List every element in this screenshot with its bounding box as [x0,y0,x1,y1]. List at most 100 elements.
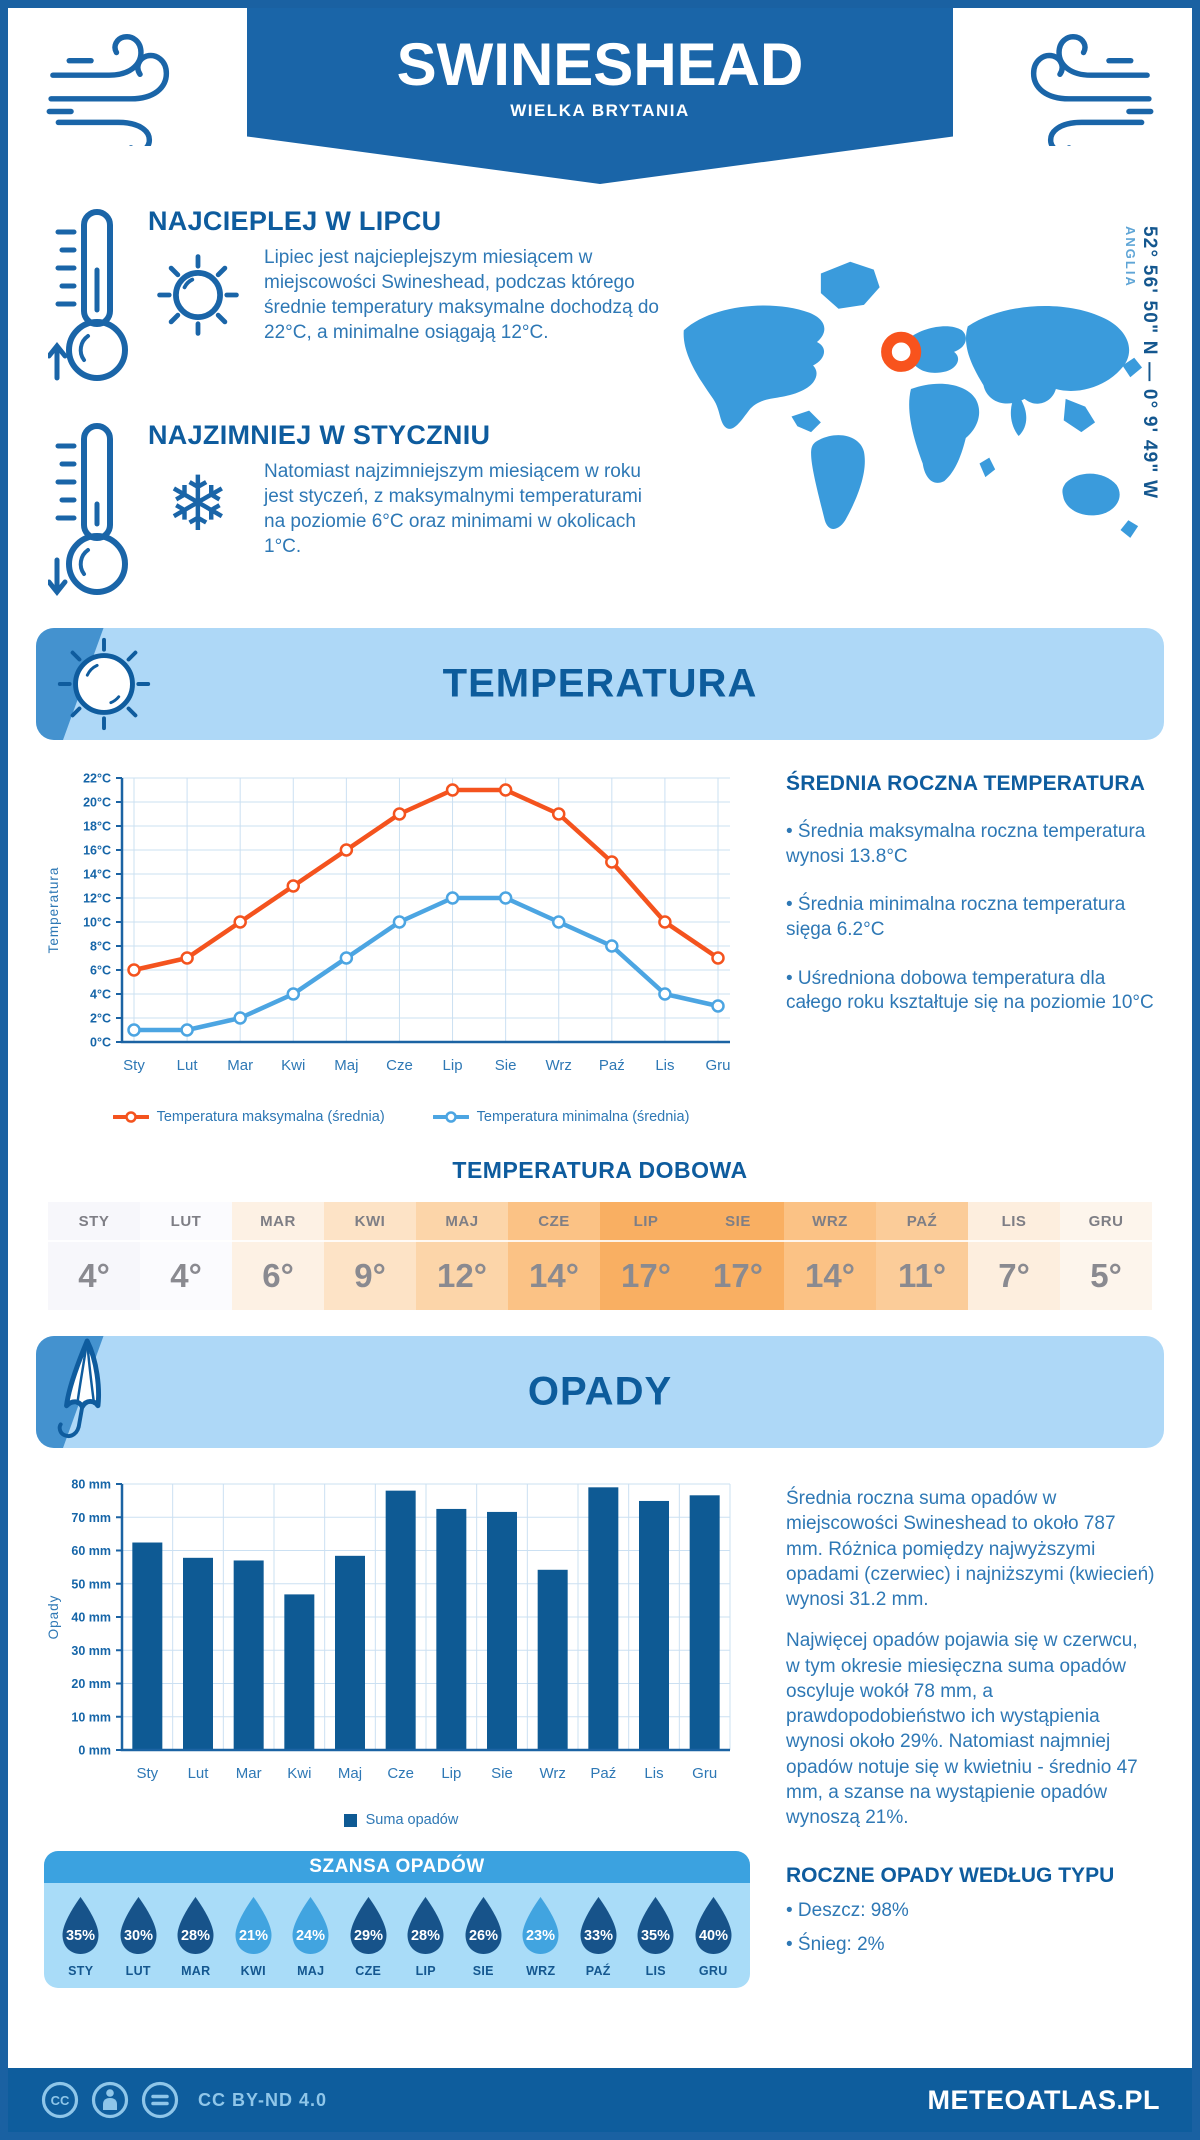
svg-text:20 mm: 20 mm [71,1677,111,1691]
daily-temperature-value: 14° [805,1257,855,1294]
svg-text:Cze: Cze [386,1057,413,1074]
daily-temperature-value: 11° [897,1257,947,1294]
coldest-month-block: NAJZIMNIEJ W STYCZNIU ❄ Natomiast najzim… [48,420,660,600]
daily-month-label: STY [48,1202,140,1242]
umbrella-section-icon [57,1338,101,1438]
wind-icon [1030,34,1154,146]
chance-month-label: CZE [355,1964,382,1978]
svg-text:33%: 33% [584,1928,613,1944]
chance-drop-column: 28% LIP [397,1895,455,1978]
svg-text:70 mm: 70 mm [71,1511,111,1525]
legend-label: Temperatura minimalna (średnia) [476,1109,690,1125]
raindrop-icon: 26% [465,1897,502,1954]
annual-temperature-heading: ŚREDNIA ROCZNA TEMPERATURA [786,772,1146,795]
daily-month-label: LUT [140,1202,232,1242]
svg-text:Lip: Lip [443,1057,463,1074]
warmest-text: Lipiec jest najcieplejszym miesiącem w m… [264,247,659,344]
daily-temperature-heading: TEMPERATURA DOBOWA [452,1157,748,1183]
daily-month-label: MAR [232,1202,324,1242]
chance-drop-column: 24% MAJ [282,1895,340,1978]
annual-bullet: • Uśredniona dobowa temperatura dla całe… [786,967,1154,1014]
license-label: CC BY-ND 4.0 [198,2089,328,2110]
chance-month-label: LIS [645,1964,666,1978]
temperature-section-header: TEMPERATURA [36,628,1164,740]
svg-text:24%: 24% [296,1928,325,1944]
raindrop-icon: 28% [177,1897,214,1954]
precipitation-bar [183,1557,213,1750]
chance-month-label: PAŹ [585,1964,611,1978]
svg-text:35%: 35% [641,1928,670,1944]
daily-month-label: GRU [1060,1202,1152,1242]
daily-temperature-value: 17° [713,1257,763,1294]
svg-text:Maj: Maj [338,1765,362,1782]
precipitation-bar [132,1542,163,1750]
svg-text:29%: 29% [354,1928,383,1944]
daily-temperature-value: 5° [1090,1257,1122,1294]
svg-text:60 mm: 60 mm [71,1544,111,1558]
svg-text:4°C: 4°C [90,988,111,1002]
svg-text:Wrz: Wrz [539,1765,565,1782]
precipitation-row: 0 mm 10 mm 20 mm 30 mm 40 mm 50 mm 60 mm 70 mm 8… [8,1448,1192,1988]
map-panel: 52° 56' 50" N — 0° 9' 49" W ANGLIA [660,192,1160,602]
svg-text:Sie: Sie [495,1057,517,1074]
svg-text:Cze: Cze [387,1765,414,1782]
precipitation-bar [588,1487,619,1750]
daily-column: STY 4° [48,1202,140,1310]
legend-marker [432,1111,469,1123]
svg-text:CC: CC [51,2093,70,2108]
daily-column: PAŹ 11° [876,1202,968,1310]
header: SWINESHEAD WIELKA BRYTANIA [8,8,1192,186]
chance-drop-column: 21% KWI [225,1895,283,1978]
thermometer-up-icon [48,209,128,381]
svg-text:30 mm: 30 mm [71,1644,111,1658]
no-derivatives-icon [141,2081,179,2119]
attribution-person-icon [91,2081,129,2119]
precipitation-section-header: OPADY [36,1336,1164,1448]
svg-text:Sie: Sie [491,1765,513,1782]
svg-text:Paź: Paź [599,1057,625,1074]
daily-month-label: MAJ [416,1202,508,1242]
raindrop-icon: 21% [235,1897,272,1954]
svg-text:2°C: 2°C [90,1012,111,1026]
raindrop-icon: 30% [120,1897,157,1954]
svg-text:Mar: Mar [227,1057,253,1074]
sun-section-icon [57,637,151,731]
svg-text:30%: 30% [124,1928,153,1944]
daily-column: LIP 17° [600,1202,692,1310]
svg-text:Sty: Sty [123,1057,145,1074]
annual-bullet: • Średnia maksymalna roczna temperatura … [786,821,1146,867]
intro-section: NAJCIEPLEJ W LIPCU Lipiec jest najcieple… [8,186,1192,602]
chance-drop-column: 23% WRZ [512,1895,570,1978]
daily-column: CZE 14° [508,1202,600,1310]
daily-temperature-value: 4° [170,1257,202,1294]
svg-text:50 mm: 50 mm [71,1577,111,1591]
page-title: SWINESHEAD [396,31,804,98]
daily-column: MAR 6° [232,1202,324,1310]
svg-text:Gru: Gru [692,1765,717,1782]
raindrop-icon: 24% [292,1897,329,1954]
license-group: CC CC BY-ND 4.0 [40,2080,327,2120]
chance-month-label: STY [68,1964,94,1978]
legend-swatch [343,1813,357,1827]
chance-month-label: SIE [472,1964,494,1978]
svg-text:0°C: 0°C [90,1036,111,1050]
daily-temperature-value: 14° [529,1257,579,1294]
svg-text:40%: 40% [699,1928,728,1944]
svg-text:Lip: Lip [441,1765,461,1782]
chance-month-label: LUT [125,1964,151,1978]
legend-item: Temperatura minimalna (średnia) [432,1109,690,1125]
chance-heading: SZANSA OPADÓW [44,1851,750,1883]
chance-month-label: MAR [181,1964,211,1978]
precipitation-bar [233,1560,264,1750]
daily-column: LIS 7° [968,1202,1060,1310]
chance-month-label: LIP [415,1964,436,1978]
daily-month-label: SIE [692,1202,784,1242]
chance-drop-column: 35% STY [52,1895,110,1978]
coordinates-block: 52° 56' 50" N — 0° 9' 49" W ANGLIA [1123,226,1160,499]
svg-text:40 mm: 40 mm [71,1611,111,1625]
svg-text:Lis: Lis [655,1057,674,1074]
svg-text:12°C: 12°C [83,892,111,906]
chance-of-precipitation-panel: SZANSA OPADÓW 35% STY 30% LUT 28% MAR 21% KWI 24… [44,1851,750,1988]
svg-text:Sty: Sty [136,1765,158,1782]
svg-text:20°C: 20°C [83,796,111,810]
